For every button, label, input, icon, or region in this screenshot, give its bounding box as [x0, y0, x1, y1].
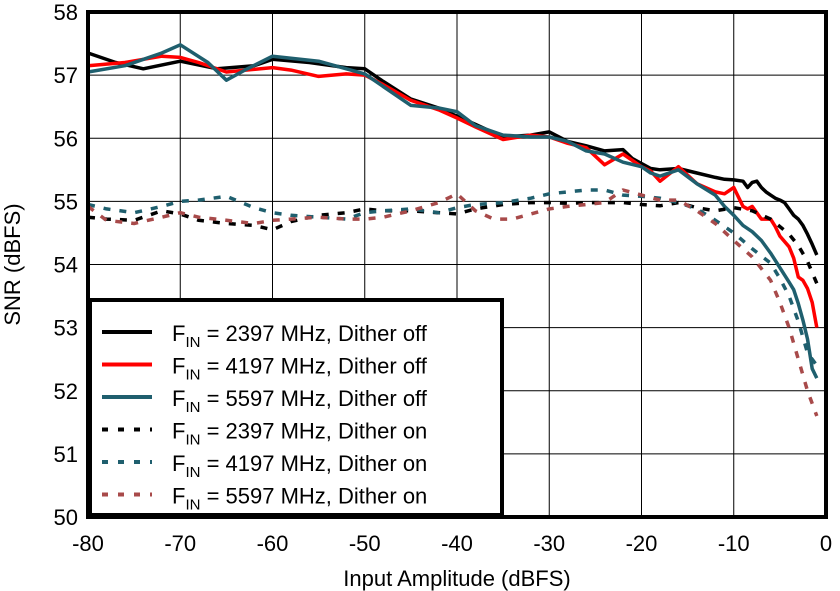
series-line-2 [87, 54, 819, 328]
x-tick-label: 0 [820, 531, 832, 556]
y-tick-label: 52 [54, 379, 78, 404]
y-tick-label: 55 [54, 189, 78, 214]
y-tick-label: 50 [54, 505, 78, 530]
legend-label: FIN = 4197 MHz, Dither on [172, 451, 427, 481]
legend-label: FIN = 5597 MHz, Dither off [172, 386, 428, 416]
legend-label: FIN = 2397 MHz, Dither off [172, 321, 428, 351]
x-tick-label: -40 [441, 531, 473, 556]
series-line-1 [87, 51, 819, 256]
y-tick-label: 54 [54, 253, 78, 278]
x-axis-label: Input Amplitude (dBFS) [343, 566, 570, 591]
legend-label: FIN = 5597 MHz, Dither on [172, 484, 427, 514]
y-tick-label: 57 [54, 63, 78, 88]
y-tick-label: 51 [54, 442, 78, 467]
legend-label: FIN = 2397 MHz, Dither on [172, 419, 427, 449]
x-tick-label: -10 [718, 531, 750, 556]
legend-box [88, 298, 504, 517]
x-tick-label: -70 [164, 531, 196, 556]
y-tick-label: 53 [54, 316, 78, 341]
series-line-5 [87, 188, 819, 367]
y-tick-label: 56 [54, 126, 78, 151]
series-line-4 [87, 200, 819, 285]
tick-labels: -80 -70 -60 -50 -40 -30 -20 -10 0 50 51 52 53 54 55 56 5… [54, 0, 833, 556]
plot-frame [86, 10, 828, 519]
series-line-3 [87, 43, 819, 379]
x-tick-label: -20 [626, 531, 658, 556]
y-tick-label: 58 [54, 0, 78, 25]
legend-label: FIN = 4197 MHz, Dither off [172, 354, 428, 384]
x-tick-label: -80 [72, 531, 104, 556]
y-axis-label: SNR (dBFS) [0, 203, 25, 325]
x-tick-label: -60 [257, 531, 289, 556]
series-lines [86, 43, 819, 417]
x-tick-label: -50 [349, 531, 381, 556]
x-tick-label: -30 [533, 531, 565, 556]
